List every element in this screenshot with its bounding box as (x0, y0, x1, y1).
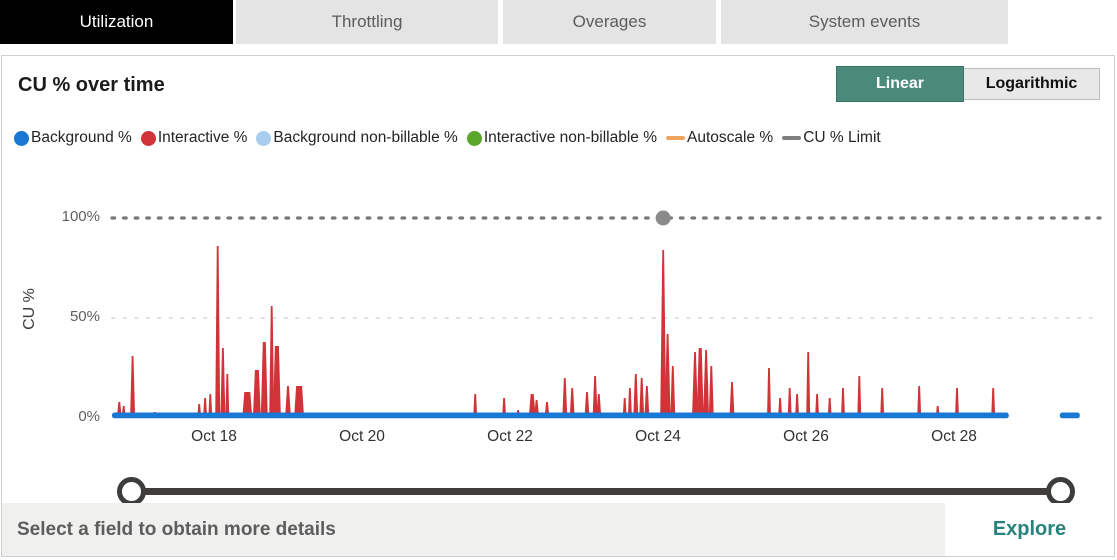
interactive-spike[interactable] (795, 394, 800, 418)
interactive-spike[interactable] (592, 376, 598, 418)
x-tick-oct-18: Oct 18 (191, 428, 237, 445)
tab-throttling[interactable]: Throttling (236, 0, 498, 44)
legend-label: Background % (31, 129, 132, 146)
legend-item-autoscale[interactable]: Autoscale % (666, 129, 773, 147)
tab-overages[interactable]: Overages (503, 0, 716, 44)
interactive-spike[interactable] (269, 306, 275, 418)
chart-canvas[interactable] (2, 190, 1114, 428)
logarithmic-button[interactable]: Logarithmic (964, 68, 1100, 100)
y-tick-100: 100% (61, 208, 100, 225)
interactive-spike[interactable] (294, 386, 305, 418)
interactive-spike[interactable] (955, 388, 959, 418)
interactive-spike[interactable] (729, 382, 735, 418)
logarithmic-button-label: Logarithmic (985, 75, 1078, 92)
legend-swatch-icon (14, 130, 29, 146)
tab-throttling-label: Throttling (331, 12, 403, 31)
chart-card: CU % over time Linear Logarithmic Backgr… (1, 55, 1115, 557)
legend-swatch-icon (256, 130, 272, 146)
x-tick-oct-24: Oct 24 (635, 428, 681, 445)
legend-item-interactive[interactable]: Interactive % (140, 129, 248, 147)
interactive-spike[interactable] (242, 392, 253, 418)
y-tick-50: 50% (69, 308, 100, 325)
cu-limit-marker[interactable] (655, 210, 671, 226)
x-tick-oct-28: Oct 28 (931, 428, 977, 445)
legend-item-cu-limit[interactable]: CU % Limit (782, 129, 881, 147)
explore-button-label: Explore (992, 518, 1067, 540)
interactive-spike[interactable] (841, 388, 845, 418)
interactive-spike[interactable] (787, 388, 792, 418)
interactive-spike[interactable] (703, 350, 710, 418)
interactive-spike[interactable] (857, 376, 862, 418)
scale-toggle: Linear Logarithmic (836, 66, 1100, 102)
interactive-spike[interactable] (639, 378, 645, 418)
interactive-spike[interactable] (208, 394, 213, 418)
linear-button-label: Linear (875, 75, 924, 92)
status-message: Select a field to obtain more details (2, 503, 945, 556)
interactive-spike[interactable] (708, 366, 714, 418)
x-tick-oct-26: Oct 26 (783, 428, 829, 445)
slider-left-handle[interactable] (117, 477, 146, 506)
interactive-spike[interactable] (225, 374, 230, 418)
x-tick-oct-20: Oct 20 (339, 428, 385, 445)
interactive-spike[interactable] (767, 368, 771, 418)
legend-label: CU % Limit (803, 129, 881, 146)
interactive-spike[interactable] (692, 352, 698, 418)
background-series-line[interactable] (1059, 412, 1080, 419)
interactive-spike[interactable] (272, 346, 281, 418)
interactive-spike[interactable] (215, 246, 221, 418)
interactive-spike[interactable] (815, 394, 820, 418)
interactive-spike[interactable] (633, 374, 639, 418)
interactive-spike[interactable] (220, 348, 226, 418)
y-tick-0: 0% (78, 408, 100, 425)
legend-swatch-icon (466, 130, 482, 146)
interactive-spike[interactable] (584, 392, 590, 418)
tab-system-events-label: System events (808, 12, 921, 31)
legend-swatch-icon (140, 130, 156, 146)
linear-button[interactable]: Linear (836, 66, 964, 102)
interactive-spike[interactable] (660, 250, 667, 418)
interactive-spike[interactable] (130, 356, 136, 418)
chart-plot-area[interactable]: CU % 100% 50% 0% Oct 18 Oct 20 Oct 22 Oct 2… (2, 190, 1114, 462)
background-series-line[interactable] (112, 412, 1009, 419)
tab-system-events[interactable]: System events (721, 0, 1008, 44)
interactive-spike[interactable] (670, 366, 676, 418)
interactive-spike[interactable] (917, 386, 922, 418)
legend-label: Autoscale % (687, 129, 774, 146)
legend-label: Interactive non-billable % (483, 129, 658, 146)
interactive-spike[interactable] (991, 388, 996, 418)
chart-legend: Background % Interactive % Background non-… (14, 126, 890, 150)
y-axis-title: CU % (21, 288, 38, 330)
slider-right-handle[interactable] (1046, 477, 1075, 506)
tab-utilization[interactable]: Utilization (0, 0, 233, 44)
slider-track[interactable] (132, 488, 1062, 495)
interactive-spike[interactable] (696, 348, 704, 418)
interactive-spike[interactable] (285, 386, 291, 418)
interactive-spike[interactable] (260, 342, 268, 418)
interactive-spike[interactable] (664, 334, 671, 418)
x-tick-oct-22: Oct 22 (487, 428, 533, 445)
legend-swatch-icon (782, 136, 802, 140)
interactive-spike[interactable] (880, 388, 885, 418)
legend-label: Interactive % (157, 129, 248, 146)
explore-button[interactable]: Explore (945, 503, 1114, 556)
interactive-spike[interactable] (627, 388, 632, 418)
interactive-spike[interactable] (806, 352, 811, 418)
chart-title: CU % over time (18, 74, 165, 96)
tab-utilization-label: Utilization (79, 12, 154, 31)
interactive-spike[interactable] (473, 394, 478, 418)
interactive-spike[interactable] (562, 378, 568, 418)
interactive-spike[interactable] (569, 388, 575, 418)
interactive-spike[interactable] (252, 370, 261, 418)
legend-item-background[interactable]: Background % (14, 129, 132, 147)
interactive-spike[interactable] (528, 394, 536, 418)
legend-label: Background non-billable % (273, 129, 458, 146)
legend-item-background-non-billable[interactable]: Background non-billable % (256, 129, 458, 147)
legend-item-interactive-non-billable[interactable]: Interactive non-billable % (466, 129, 658, 147)
interactive-spike[interactable] (644, 386, 650, 418)
tab-overages-label: Overages (572, 12, 647, 31)
interactive-spike[interactable] (596, 394, 602, 418)
legend-swatch-icon (666, 136, 686, 140)
x-axis-labels: Oct 18 Oct 20 Oct 22 Oct 24 Oct 26 Oct 28 (2, 428, 1114, 450)
